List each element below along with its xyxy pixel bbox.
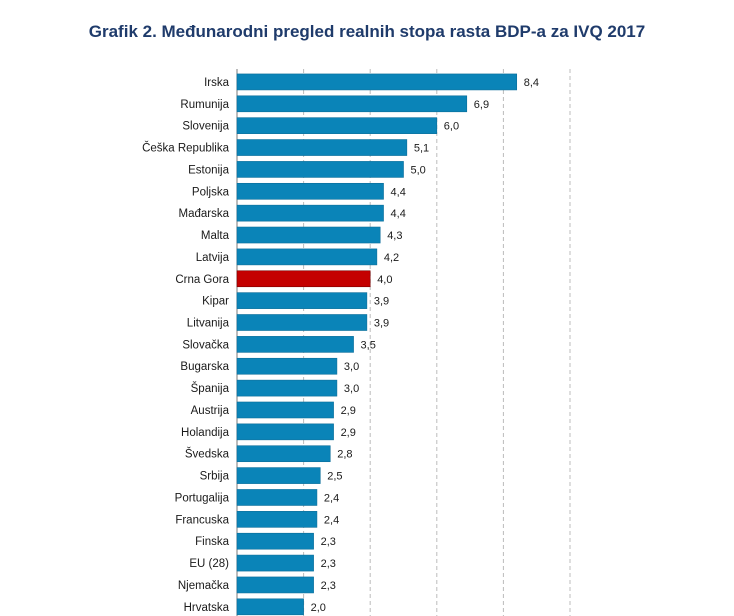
bar — [236, 95, 468, 113]
category-label: Srbija — [200, 471, 230, 483]
bar — [236, 182, 384, 200]
value-label: 6,0 — [444, 121, 459, 133]
value-label: 3,0 — [344, 361, 359, 373]
value-label: 4,3 — [387, 230, 402, 242]
bar — [236, 467, 321, 484]
value-label: 2,9 — [341, 427, 356, 439]
value-label: 2,9 — [341, 405, 356, 417]
category-label: Hrvatska — [184, 602, 230, 614]
value-label: 3,9 — [374, 318, 389, 330]
category-label: Irska — [204, 77, 230, 89]
value-label: 2,3 — [321, 536, 336, 548]
value-label: 5,0 — [411, 164, 426, 176]
value-label: 2,4 — [324, 492, 339, 504]
bar — [236, 336, 354, 353]
category-label: Finska — [195, 536, 229, 548]
value-label: 2,3 — [321, 558, 336, 570]
bar — [236, 511, 318, 528]
category-label: Njemačka — [178, 580, 230, 592]
category-label: EU (28) — [189, 558, 229, 570]
bar — [236, 489, 318, 506]
bar — [236, 554, 314, 572]
bar — [236, 161, 404, 178]
value-label: 4,4 — [391, 186, 406, 198]
bar — [236, 139, 408, 156]
category-label: Austrija — [191, 405, 230, 417]
category-label: Kipar — [202, 296, 229, 308]
category-label: Švedska — [185, 448, 230, 461]
category-label: Slovenija — [182, 121, 229, 133]
bar — [236, 270, 371, 288]
category-label: Francuska — [175, 514, 229, 526]
bar — [236, 248, 378, 266]
value-label: 2,4 — [324, 514, 339, 526]
value-label: 2,3 — [321, 580, 336, 592]
category-label: Češka Republika — [142, 142, 230, 155]
bar — [236, 401, 334, 419]
category-label: Latvija — [196, 252, 230, 264]
value-label: 4,2 — [384, 252, 399, 264]
value-label: 2,5 — [327, 471, 342, 483]
bar — [236, 445, 331, 463]
bar — [236, 73, 518, 91]
category-label: Španija — [191, 382, 230, 395]
bar — [236, 576, 314, 594]
bar — [236, 598, 304, 616]
bar — [236, 204, 384, 222]
bar — [236, 357, 338, 375]
value-label: 8,4 — [524, 77, 539, 89]
bar — [236, 532, 314, 550]
value-label: 4,0 — [377, 274, 392, 286]
bar — [236, 314, 368, 331]
value-label: 3,9 — [374, 296, 389, 308]
value-label: 5,1 — [414, 143, 429, 155]
bar — [236, 226, 381, 244]
category-label: Poljska — [192, 186, 230, 198]
value-label: 4,4 — [391, 208, 406, 220]
category-label: Mađarska — [179, 208, 230, 220]
chart-title: Grafik 2. Međunarodni pregled realnih st… — [88, 22, 646, 41]
category-label: Holandija — [181, 427, 230, 439]
category-label: Litvanija — [187, 318, 230, 330]
category-label: Estonija — [188, 164, 230, 176]
bar — [236, 292, 368, 309]
value-label: 6,9 — [474, 99, 489, 111]
value-label: 3,5 — [361, 339, 376, 351]
bar — [236, 117, 438, 134]
value-label: 2,8 — [337, 449, 352, 461]
bar — [236, 423, 334, 441]
category-label: Rumunija — [180, 99, 229, 111]
category-label: Portugalija — [175, 492, 230, 504]
category-label: Slovačka — [182, 339, 229, 351]
category-label: Crna Gora — [175, 274, 229, 286]
value-label: 3,0 — [344, 383, 359, 395]
category-label: Bugarska — [180, 361, 229, 373]
category-label: Malta — [201, 230, 230, 242]
bar — [236, 379, 338, 397]
value-label: 2,0 — [311, 602, 326, 614]
